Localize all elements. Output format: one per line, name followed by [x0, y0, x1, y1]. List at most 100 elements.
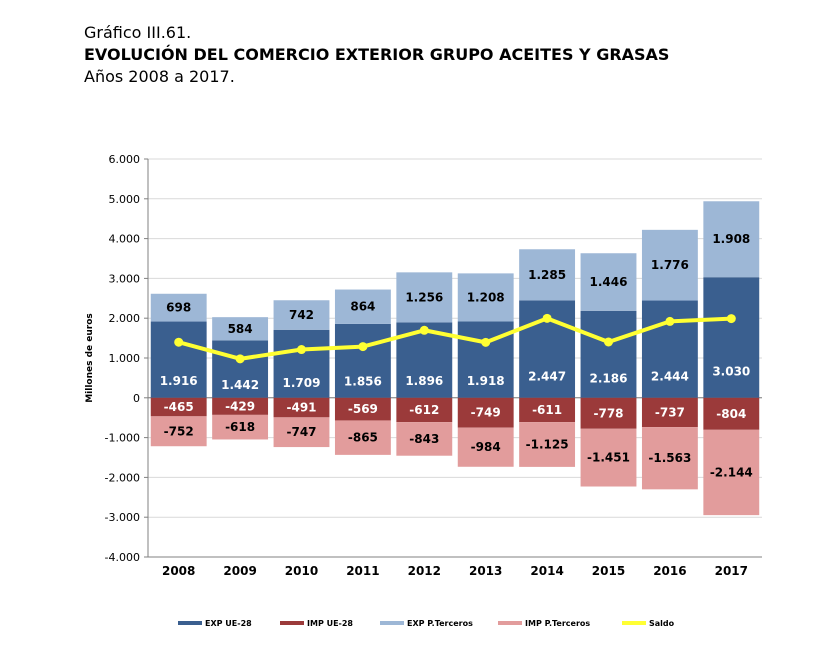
label-exp-pterceros: 1.208 — [467, 290, 505, 304]
saldo-point — [419, 325, 429, 335]
label-exp-ue28: 2.444 — [651, 369, 689, 383]
y-tick-label: 6.000 — [109, 153, 141, 166]
saldo-line — [174, 313, 736, 364]
label-exp-pterceros: 864 — [350, 300, 375, 314]
label-exp-ue28: 1.916 — [160, 374, 198, 388]
x-tick-label: 2013 — [469, 564, 502, 578]
label-exp-ue28: 1.856 — [344, 375, 382, 389]
bar-exp-pterceros — [457, 273, 514, 322]
y-tick-label: 2.000 — [109, 312, 141, 325]
label-exp-pterceros: 1.256 — [405, 290, 443, 304]
bar-imp-ue28 — [580, 397, 637, 429]
label-imp-pterceros: -747 — [286, 425, 316, 439]
legend-label: Saldo — [649, 619, 675, 628]
bar-exp-pterceros — [580, 253, 637, 311]
y-axis-label: Millones de euros — [85, 313, 95, 403]
bar-imp-ue28 — [703, 397, 760, 430]
bar-imp-ue28 — [641, 397, 698, 428]
bar-imp-ue28 — [457, 397, 514, 428]
label-exp-pterceros: 1.446 — [590, 275, 628, 289]
bar-exp-pterceros — [273, 300, 330, 330]
x-tick-label: 2008 — [162, 564, 195, 578]
bar-imp-pterceros — [457, 427, 514, 467]
bar-exp-ue28 — [580, 310, 637, 398]
label-imp-ue28: -465 — [164, 400, 194, 414]
bar-imp-ue28 — [273, 397, 330, 418]
legend-swatch — [622, 621, 646, 625]
label-exp-pterceros: 1.776 — [651, 258, 689, 272]
y-tick-label: -2.000 — [105, 471, 140, 484]
bar-imp-pterceros — [396, 422, 453, 456]
bar-exp-ue28 — [703, 277, 760, 398]
x-axis: 2008 2009 2010 2011 2012 2013 2014 2015 2016 2017 — [148, 556, 762, 578]
x-tick-label: 2014 — [530, 564, 563, 578]
label-imp-pterceros: -1.451 — [587, 451, 630, 465]
y-axis: -4.000 -3.000 -2.000 -1.000 0 1.000 2.000 3.000… — [105, 153, 149, 564]
label-imp-ue28: -569 — [348, 402, 378, 416]
bar-exp-ue28 — [641, 300, 698, 398]
x-tick-label: 2017 — [715, 564, 748, 578]
legend-label: IMP P.Terceros — [525, 619, 590, 628]
label-exp-pterceros: 742 — [289, 308, 314, 322]
chart-kicker: Gráfico III.61. — [84, 23, 192, 42]
bar-imp-pterceros — [334, 420, 391, 455]
label-exp-ue28: 1.709 — [283, 376, 321, 390]
label-imp-ue28: -804 — [716, 407, 746, 421]
label-imp-pterceros: -1.125 — [526, 438, 569, 452]
bar-imp-pterceros — [580, 428, 637, 487]
label-exp-pterceros: 1.285 — [528, 268, 566, 282]
label-imp-ue28: -778 — [593, 406, 623, 420]
bar-exp-pterceros — [396, 272, 453, 323]
saldo-point — [604, 337, 613, 347]
label-exp-ue28: 1.442 — [221, 378, 259, 392]
y-tick-label: -3.000 — [105, 511, 140, 524]
saldo-point — [665, 316, 675, 326]
saldo-point — [174, 337, 184, 347]
bar-exp-ue28 — [212, 340, 269, 398]
saldo-point — [235, 354, 245, 364]
legend-item: EXP P.Terceros — [380, 619, 473, 628]
y-tick-label: -1.000 — [105, 432, 140, 445]
x-tick-label: 2010 — [285, 564, 318, 578]
x-tick-label: 2015 — [592, 564, 625, 578]
bar-exp-pterceros — [703, 201, 760, 278]
label-imp-ue28: -612 — [409, 403, 439, 417]
bar-imp-ue28 — [396, 397, 453, 423]
legend-item: EXP UE-28 — [178, 619, 252, 628]
bar-imp-ue28 — [519, 397, 576, 423]
label-exp-pterceros: 1.908 — [712, 232, 750, 246]
label-imp-ue28: -491 — [286, 401, 316, 415]
legend: EXP UE-28 IMP UE-28 EXP P.Terceros IMP P.Te… — [178, 619, 675, 628]
bar-imp-pterceros — [641, 427, 698, 490]
label-exp-pterceros: 698 — [166, 301, 191, 315]
bar-imp-ue28 — [212, 397, 269, 415]
saldo-point — [297, 345, 306, 355]
label-imp-ue28: -429 — [225, 399, 255, 413]
bar-exp-pterceros — [212, 317, 269, 341]
bar-imp-pterceros — [703, 429, 760, 516]
saldo-point — [481, 337, 491, 347]
label-exp-ue28: 3.030 — [712, 364, 750, 378]
legend-label: EXP P.Terceros — [407, 619, 473, 628]
bar-exp-ue28 — [273, 329, 330, 398]
y-tick-label: 0 — [133, 392, 140, 405]
label-imp-ue28: -737 — [655, 405, 685, 419]
y-tick-label: 5.000 — [109, 193, 141, 206]
label-imp-pterceros: -618 — [225, 420, 255, 434]
bar-exp-pterceros — [334, 289, 391, 324]
label-exp-ue28: 1.896 — [405, 374, 443, 388]
label-imp-ue28: -749 — [471, 406, 501, 420]
bar-imp-pterceros — [150, 416, 207, 447]
legend-swatch — [280, 621, 304, 625]
legend-item: IMP UE-28 — [280, 619, 353, 628]
bar-exp-ue28 — [334, 323, 391, 398]
x-tick-label: 2012 — [408, 564, 441, 578]
label-imp-pterceros: -752 — [164, 424, 194, 438]
data-labels: 1.916 698 -465 -752 1.442 584 -429 -618 1.709 742… — [160, 232, 753, 479]
legend-item: IMP P.Terceros — [498, 619, 590, 628]
x-tick-label: 2016 — [653, 564, 686, 578]
bar-imp-pterceros — [212, 414, 269, 440]
saldo-point — [358, 342, 368, 352]
y-tick-label: 1.000 — [109, 352, 141, 365]
